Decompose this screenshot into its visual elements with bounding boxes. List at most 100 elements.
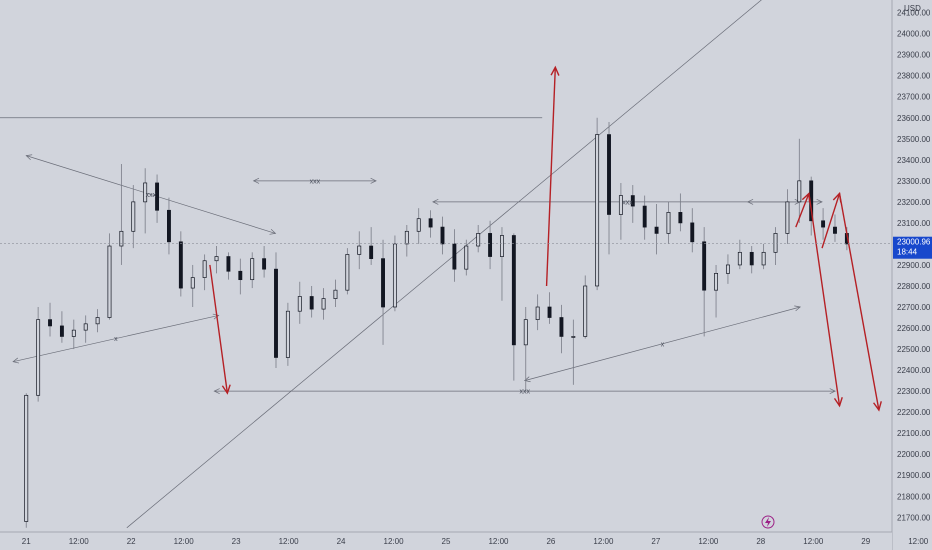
candle-body [262,258,267,270]
candle-body [737,251,742,266]
candle-body [583,285,588,337]
candle-body [618,195,623,215]
y-tick-label: 22200.00 [897,408,931,417]
trend-line [524,306,801,381]
candle-body [428,218,433,228]
annotation-label: xxx [146,192,157,199]
y-tick-label: 21900.00 [897,471,931,480]
y-tick-label: 23100.00 [897,219,931,228]
y-tick-label: 22400.00 [897,366,931,375]
red-arrow-line [795,193,810,228]
x-tick-label: 12:00 [174,537,195,546]
candle-body [464,245,469,270]
y-tick-label: 23500.00 [897,135,931,144]
trend-arrow-head [432,198,439,205]
y-tick-label: 22700.00 [897,303,931,312]
candle-body [345,254,350,291]
currency-label: USD [904,4,921,13]
candle-body [131,201,136,232]
flash-icon[interactable] [761,515,775,529]
y-tick-label: 22300.00 [897,387,931,396]
x-tick-label: 12:00 [69,537,90,546]
candle-body [714,273,718,291]
trend-arrow-head [25,154,33,160]
candle-body [321,298,326,310]
candle-body [107,245,112,318]
y-tick-label: 21800.00 [897,492,931,501]
y-tick-label: 23700.00 [897,93,931,102]
x-tick-label: 12:00 [908,537,929,546]
candle-body [59,325,64,337]
price-axis[interactable]: USD 21700.00 21800.00 21900.00 22000.00 2210… [891,0,932,550]
trend-arrow-head [746,198,754,205]
red-arrow-line [808,193,841,406]
candle-body [547,306,552,318]
red-arrow-line [838,193,880,411]
candle-body [666,212,671,234]
last-price-countdown: 18:44 [897,248,918,257]
x-tick-label: 12:00 [593,537,614,546]
trend-arrow-head [252,177,260,184]
candle-body [36,319,41,396]
x-tick-label: 24 [337,537,346,546]
y-tick-label: 22900.00 [897,261,931,270]
y-tick-label: 22500.00 [897,345,931,354]
candle-body [392,243,397,308]
x-tick-label: 12:00 [384,537,405,546]
x-tick-label: 23 [232,537,241,546]
candle-body [488,233,493,257]
candle-body [654,226,659,234]
x-tick-label: 12:00 [698,537,719,546]
red-arrow-head [833,397,843,408]
annotation-label: x [661,341,665,348]
last-price-badge: 23000.96 18:44 [0,236,932,259]
candle-body [535,306,540,320]
candle-body [95,317,100,325]
candle-body [725,264,730,274]
candle-body [250,258,255,281]
candle-body [416,218,421,232]
candle-body [48,319,52,327]
candle-body [785,201,790,234]
candle-body [155,182,160,211]
y-tick-label: 22000.00 [897,450,931,459]
candle-body [357,245,362,255]
x-tick-label: 25 [442,537,451,546]
x-tick-label: 26 [546,537,555,546]
annotation-label: xxx [622,199,633,206]
annotation-label: xxx [519,389,530,396]
x-tick-labels: 21 12:00 22 12:00 23 12:00 24 12:00 25 12:00 26 12:… [22,537,929,546]
candle-body [190,277,195,289]
red-arrows [209,65,882,412]
trend-arrow-head [12,357,20,364]
trend-arrow-head [213,388,220,395]
candle-body [285,310,290,358]
candle-body [309,296,314,310]
candle-body [642,205,647,228]
y-tick-label: 23600.00 [897,114,931,123]
y-tick-label: 22100.00 [897,429,931,438]
y-tick-label: 23300.00 [897,177,931,186]
red-arrow-line [821,193,841,249]
trend-arrow-head [816,198,823,205]
candle-body [571,336,576,338]
candle-body [71,329,76,337]
candle-body [630,195,635,207]
y-tick-label: 24100.00 [897,9,931,18]
x-tick-label: 27 [651,537,660,546]
candle-body [404,230,409,245]
red-arrow-head [221,384,231,395]
trend-arrow-head [212,313,220,320]
candle-body [167,209,171,243]
time-axis[interactable]: 21 12:00 22 12:00 23 12:00 24 12:00 25 12:00 26 12:… [0,531,929,550]
candles [24,117,849,528]
y-tick-label: 22800.00 [897,282,931,291]
candle-body [369,245,374,259]
y-tick-label: 22600.00 [897,324,931,333]
x-tick-label: 29 [861,537,870,546]
candle-body [797,180,802,203]
trend-arrow-head [523,376,531,383]
